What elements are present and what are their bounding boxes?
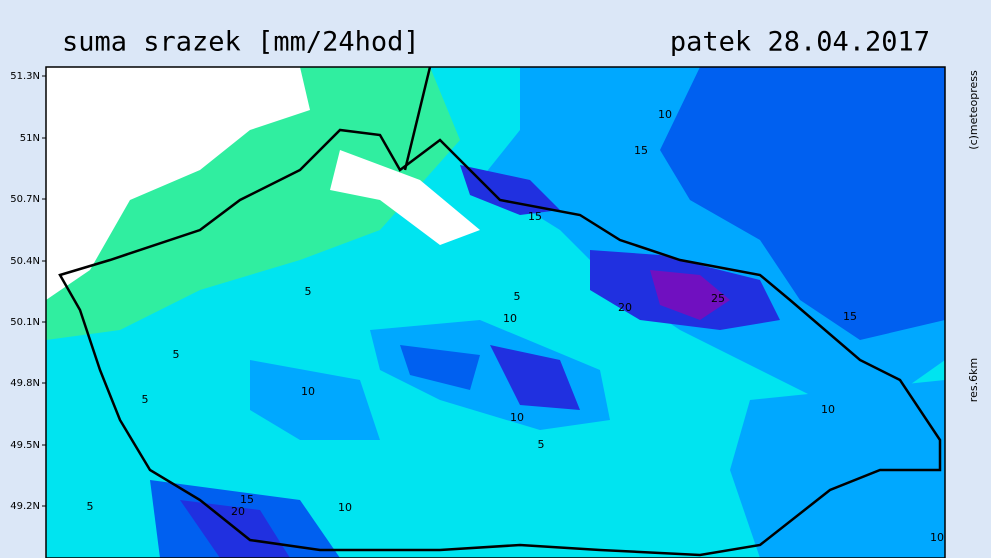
precip-mid [730, 380, 945, 558]
precip-extreme [650, 270, 730, 320]
contour-label: 10 [503, 312, 517, 325]
contour-label: 5 [142, 393, 149, 406]
map [45, 66, 946, 558]
contour-label: 15 [528, 210, 542, 223]
copyright: (c)meteopress [967, 70, 980, 150]
latitude-label: 51.3N [10, 71, 40, 82]
contour-label: 10 [510, 411, 524, 424]
contour-label: 20 [231, 505, 245, 518]
date: patek 28.04.2017 [670, 27, 930, 58]
contour-label: 10 [658, 108, 672, 121]
contour-label: 20 [618, 301, 632, 314]
no-precip [46, 67, 310, 300]
latitude-label: 50.1N [10, 317, 40, 328]
latitude-label: 50.7N [10, 194, 40, 205]
contour-label: 15 [634, 144, 648, 157]
contour-label: 5 [538, 438, 545, 451]
contour-label: 15 [240, 493, 254, 506]
latitude-label: 49.5N [10, 440, 40, 451]
contour-label: 10 [821, 403, 835, 416]
latitude-label: 50.4N [10, 256, 40, 267]
resolution: res.6km [967, 358, 980, 402]
country-border [403, 67, 432, 171]
contour-label: 10 [338, 501, 352, 514]
contour-label: 5 [173, 348, 180, 361]
title: suma srazek [mm/24hod] [62, 27, 420, 58]
contour-label: 5 [87, 500, 94, 513]
precip-very-high [490, 345, 580, 410]
latitude-label: 51N [20, 133, 40, 144]
precip-very-high [460, 165, 560, 215]
contour-label: 5 [514, 290, 521, 303]
contour-label: 10 [930, 531, 944, 544]
latitude-label: 49.2N [10, 501, 40, 512]
no-precip [330, 150, 480, 245]
contour-label: 10 [301, 385, 315, 398]
precip-high [660, 67, 945, 340]
precip-high [400, 345, 480, 390]
contour-label: 15 [843, 310, 857, 323]
latitude-label: 49.8N [10, 378, 40, 389]
country-border [58, 128, 942, 557]
map-frame [45, 66, 946, 558]
contour-label: 25 [711, 292, 725, 305]
precip-mid [250, 360, 380, 440]
contour-label: 5 [305, 285, 312, 298]
